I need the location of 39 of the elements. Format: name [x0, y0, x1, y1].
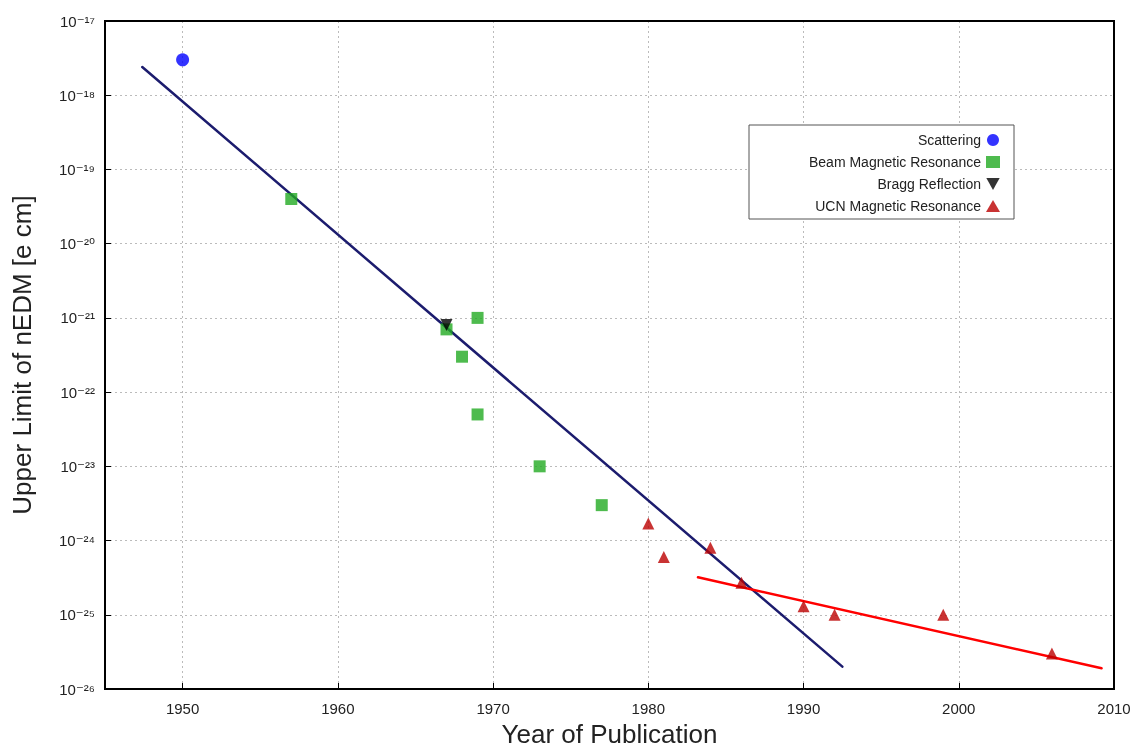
y-tick-label: 10⁻²⁴ — [58, 532, 95, 550]
x-axis-title: Year of Publication — [501, 719, 718, 749]
y-tick-label: 10⁻¹⁹ — [58, 160, 95, 178]
x-tick-label: 2010 — [1097, 700, 1131, 717]
point — [937, 608, 950, 621]
point — [657, 551, 670, 564]
point — [595, 499, 608, 512]
point — [642, 517, 655, 530]
y-tick-label: 10⁻²² — [60, 383, 95, 401]
point — [797, 600, 810, 613]
x-tick-label: 1990 — [786, 700, 821, 717]
point — [704, 541, 717, 554]
y-tick-label: 10⁻²⁰ — [59, 235, 95, 253]
y-tick-label: 10⁻¹⁷ — [59, 12, 95, 30]
point — [285, 192, 298, 205]
x-tick-label: 2000 — [942, 700, 976, 717]
point — [1045, 647, 1058, 660]
point — [471, 408, 484, 421]
x-tick-label: 1970 — [476, 700, 510, 717]
y-tick-label: 10⁻²³ — [60, 457, 95, 475]
point — [471, 311, 484, 324]
point — [176, 53, 190, 67]
y-tick-label: 10⁻¹⁸ — [59, 86, 95, 104]
point — [735, 576, 748, 589]
y-tick-label: 10⁻²¹ — [60, 309, 95, 327]
x-tick-label: 1980 — [631, 700, 665, 717]
point — [456, 350, 469, 363]
point — [828, 608, 841, 621]
legend-label: Beam Magnetic Resonance — [809, 154, 982, 170]
point — [440, 319, 453, 332]
legend-label: Scattering — [917, 132, 981, 148]
legend-label: Bragg Reflection — [877, 176, 981, 192]
x-tick-label: 1950 — [165, 700, 200, 717]
point — [533, 460, 546, 473]
x-tick-label: 1960 — [321, 700, 355, 717]
y-axis-title: Upper Limit of nEDM [e cm] — [7, 195, 37, 515]
y-tick-label: 10⁻²⁶ — [59, 680, 95, 698]
legend-label: UCN Magnetic Resonance — [815, 198, 982, 214]
y-tick-label: 10⁻²⁵ — [59, 606, 95, 624]
